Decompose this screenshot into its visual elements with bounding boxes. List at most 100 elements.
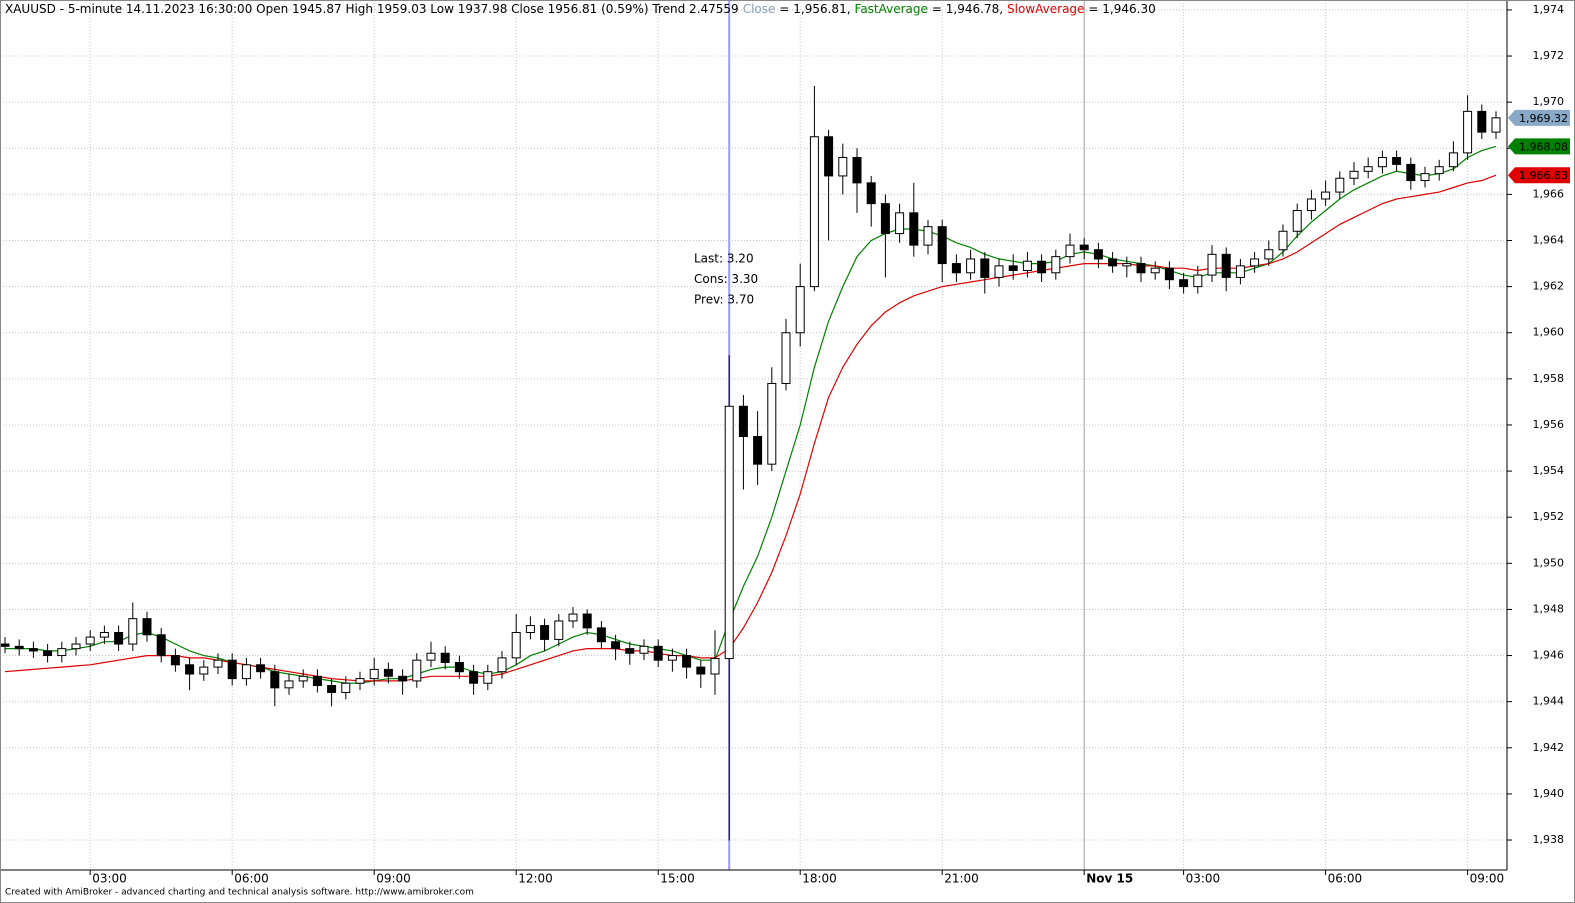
candle-body (753, 435, 763, 465)
candle-body (383, 668, 393, 677)
y-tick-label: 1,970 (1533, 95, 1565, 108)
y-tick-label: 1,942 (1533, 741, 1565, 754)
y-tick-label: 1,962 (1533, 280, 1565, 293)
candle-body (809, 136, 819, 288)
candle-body (724, 405, 734, 660)
candle-body (653, 645, 663, 661)
footer: Created with AmiBroker - advanced charti… (5, 888, 474, 898)
y-tick-label: 1,974 (1533, 3, 1565, 16)
y-tick-label: 1,948 (1533, 602, 1565, 615)
candle-body (1164, 267, 1174, 281)
candle-body (71, 643, 81, 650)
y-tick-label: 1,972 (1533, 49, 1565, 62)
candle-body (1008, 265, 1018, 271)
candle-body (1363, 166, 1373, 172)
y-tick-label: 1,960 (1533, 326, 1565, 339)
candle-body (454, 661, 464, 673)
candle-body (156, 634, 166, 657)
candle-body (1179, 279, 1189, 288)
candle-body (256, 664, 266, 673)
candle-body (227, 659, 237, 680)
candle-body (412, 659, 422, 682)
y-tick-label: 1,950 (1533, 556, 1565, 569)
candle-body (611, 641, 621, 650)
candle-body (1463, 110, 1473, 154)
x-tick-label: 21:00 (944, 872, 979, 886)
candle-body (895, 212, 905, 235)
candle-body (923, 226, 933, 246)
y-tick-label: 1,966 (1533, 187, 1565, 200)
candle-body (994, 265, 1004, 278)
candle-body (426, 652, 436, 661)
candle-body (284, 680, 294, 689)
candle-body (270, 671, 280, 689)
candle-body (1306, 198, 1316, 212)
annotation: Prev: 3.70 (694, 293, 754, 307)
candle-body (99, 631, 109, 638)
y-tick-label: 1,958 (1533, 372, 1565, 385)
header-part: Close (743, 2, 776, 16)
x-tick-label: 18:00 (802, 872, 837, 886)
candle-body (1434, 166, 1444, 175)
candle-body (1079, 244, 1089, 251)
candle-body (937, 226, 947, 265)
candle-body (667, 655, 677, 661)
header-part: XAUUSD - 5-minute 14.11.2023 16:30:00 Op… (5, 2, 739, 16)
x-tick-label: 15:00 (660, 872, 695, 886)
price-label-box (1508, 109, 1570, 126)
candle-body (1377, 156, 1387, 168)
candle-body (1150, 267, 1160, 274)
candle-body (1477, 110, 1487, 133)
candle-body (682, 655, 692, 668)
x-tick-label: 03:00 (1186, 872, 1221, 886)
candle-body (440, 652, 450, 663)
candle-body (696, 666, 706, 675)
x-tick-label: 12:00 (518, 872, 553, 886)
candle-body (85, 636, 95, 645)
candle-body (43, 650, 53, 657)
candle-body (1406, 163, 1416, 182)
candle-body (213, 659, 223, 668)
candle-body (14, 645, 24, 650)
candle-body (1335, 177, 1345, 193)
candle-body (582, 613, 592, 629)
header-part: = 1,946.78, (932, 2, 1003, 16)
candle-body (28, 648, 38, 652)
y-tick-label: 1,956 (1533, 418, 1565, 431)
y-tick-label: 1,938 (1533, 833, 1565, 846)
candle-body (1051, 256, 1061, 274)
candle-body (866, 182, 876, 205)
candle-body (128, 618, 138, 645)
x-tick-label: Nov 15 (1086, 872, 1133, 886)
candle-body (1193, 274, 1203, 288)
candle-body (1093, 249, 1103, 260)
candle-body (568, 613, 578, 622)
y-tick-label: 1,946 (1533, 649, 1565, 662)
x-tick-label: 06:00 (1328, 872, 1363, 886)
candle-body (966, 258, 976, 274)
candle-body (1349, 170, 1359, 179)
candle-body (341, 682, 351, 693)
candle-body (298, 675, 308, 682)
candle-body (880, 203, 890, 235)
candle-body (142, 618, 152, 636)
candle-body (312, 675, 322, 687)
annotation: Cons: 3.30 (694, 272, 758, 286)
price-label: 1,966.83 (1519, 169, 1568, 182)
candle-body (1292, 210, 1302, 232)
candle-body (1122, 263, 1132, 267)
candle-body (1022, 260, 1032, 271)
candle-body (1321, 191, 1331, 200)
candle-body (1108, 258, 1118, 267)
candle-body (824, 136, 834, 177)
price-label-box (1508, 167, 1570, 184)
candle-body (852, 156, 862, 184)
candle-body (1136, 263, 1146, 274)
y-tick-label: 1,964 (1533, 234, 1565, 247)
annotation: Last: 3.20 (694, 252, 754, 266)
candle-body (1278, 230, 1288, 251)
candle-body (525, 625, 535, 633)
candle-body (554, 620, 564, 640)
header-part: = 1,946.30 (1088, 2, 1155, 16)
